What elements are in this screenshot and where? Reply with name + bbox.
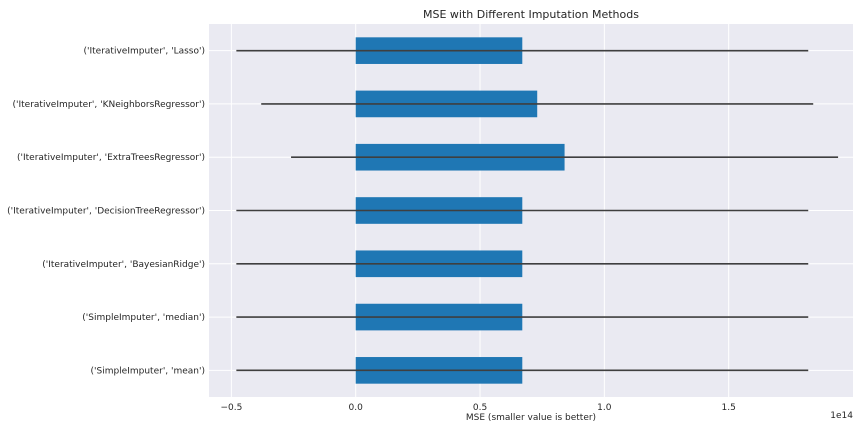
y-tick-label: ('IterativeImputer', 'ExtraTreesRegresso… xyxy=(17,153,205,163)
y-tick-label: ('SimpleImputer', 'median') xyxy=(82,313,205,323)
x-axis-label: MSE (smaller value is better) xyxy=(466,413,596,423)
y-tick-label: ('IterativeImputer', 'DecisionTreeRegres… xyxy=(7,207,205,217)
x-tick-label: 1.5 xyxy=(722,403,736,413)
x-axis-offset-label: 1e14 xyxy=(830,411,853,421)
y-tick-label: ('IterativeImputer', 'Lasso') xyxy=(84,47,206,57)
y-tick-label: ('SimpleImputer', 'mean') xyxy=(91,366,206,376)
y-tick-label: ('IterativeImputer', 'KNeighborsRegresso… xyxy=(13,100,206,110)
x-tick-label: 0.5 xyxy=(473,403,487,413)
y-tick-label: ('IterativeImputer', 'BayesianRidge') xyxy=(42,260,205,270)
x-tick-label: 0.0 xyxy=(349,403,364,413)
x-tick-label: 1.0 xyxy=(597,403,612,413)
x-tick-labels: −0.5 0.0 0.5 1.0 1.5 xyxy=(220,403,735,413)
chart-title: MSE with Different Imputation Methods xyxy=(423,8,639,21)
x-tick-label: −0.5 xyxy=(220,403,242,413)
y-tick-labels: ('IterativeImputer', 'Lasso') ('Iterative… xyxy=(7,47,205,377)
error-bars xyxy=(236,49,839,372)
